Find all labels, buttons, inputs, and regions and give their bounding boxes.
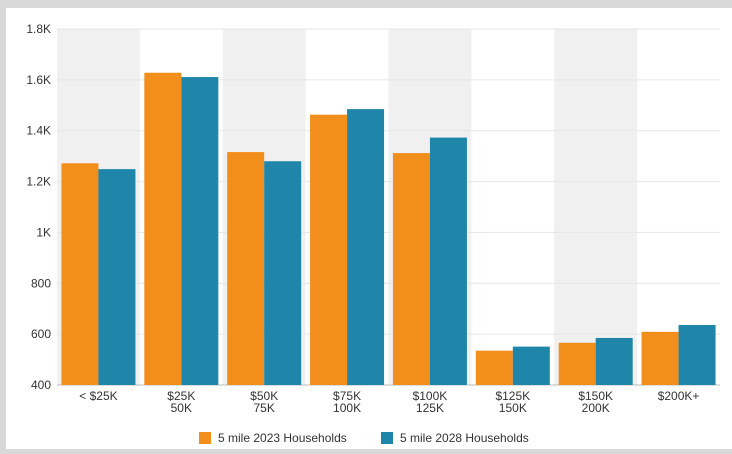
- bar-2028[interactable]: [595, 337, 633, 385]
- y-tick-label: 600: [31, 327, 51, 341]
- bar-2028[interactable]: [429, 137, 467, 385]
- x-tick-label-line: $125K: [495, 389, 530, 403]
- bar-2023[interactable]: [227, 152, 265, 385]
- bar-2028[interactable]: [678, 324, 716, 385]
- bar-2023[interactable]: [641, 331, 679, 385]
- x-tick-label-line: < $25K: [79, 389, 117, 403]
- x-tick-label: $50K 75K: [250, 389, 278, 415]
- bar-2028[interactable]: [264, 161, 302, 385]
- bar-2028[interactable]: [347, 109, 385, 385]
- x-tick-label-line: 75K: [254, 401, 275, 415]
- y-tick-label: 1K: [36, 225, 51, 239]
- y-tick-label: 1.8K: [26, 22, 51, 36]
- bar-2028[interactable]: [512, 346, 550, 385]
- bar-2023[interactable]: [392, 153, 430, 385]
- y-tick-label: 1.2K: [26, 175, 51, 189]
- x-tick-label-line: $25K: [167, 389, 195, 403]
- x-tick-label-line: $100K: [413, 389, 448, 403]
- x-tick-label: $25K 50K: [167, 389, 195, 415]
- x-tick-label-line: 50K: [171, 401, 192, 415]
- category-band: [554, 29, 638, 385]
- legend-label: 5 mile 2023 Households: [218, 431, 347, 445]
- x-tick-label-line: 125K: [416, 401, 444, 415]
- y-axis: 400 600 800 1K 1.2K 1.4K 1.6K 1.8K: [26, 22, 51, 392]
- legend[interactable]: 5 mile 2023 Households 5 mile 2028 Househ…: [199, 431, 529, 445]
- x-tick-label: < $25K: [79, 389, 117, 403]
- bar-2028[interactable]: [181, 77, 219, 385]
- x-tick-label-line: 200K: [582, 401, 610, 415]
- y-tick-label: 800: [31, 276, 51, 290]
- bar-2023[interactable]: [310, 114, 348, 386]
- x-tick-label: $200K+: [658, 389, 700, 403]
- x-tick-label-line: $200K+: [658, 389, 700, 403]
- bar-2023[interactable]: [61, 163, 99, 385]
- y-tick-label: 400: [31, 378, 51, 392]
- legend-label: 5 mile 2028 Households: [400, 431, 529, 445]
- bar-2023[interactable]: [144, 72, 182, 385]
- y-tick-label: 1.6K: [26, 73, 51, 87]
- x-tick-label: $75K 100K: [333, 389, 361, 415]
- x-tick-label: $150K 200K: [578, 389, 613, 415]
- x-tick-label-line: 100K: [333, 401, 361, 415]
- bar-chart: 400 600 800 1K 1.2K 1.4K 1.6K 1.8K < $25K $25K 50…: [26, 22, 720, 445]
- chart-frame: 400 600 800 1K 1.2K 1.4K 1.6K 1.8K < $25K $25K 50…: [6, 8, 732, 449]
- x-tick-label-line: $75K: [333, 389, 361, 403]
- x-tick-label-line: 150K: [499, 401, 527, 415]
- x-tick-label-line: $50K: [250, 389, 278, 403]
- bars: [61, 72, 716, 386]
- bar-2028[interactable]: [98, 169, 136, 385]
- x-tick-label: $100K 125K: [413, 389, 448, 415]
- legend-item-2028[interactable]: 5 mile 2028 Households: [381, 431, 529, 445]
- legend-swatch: [381, 432, 393, 444]
- x-tick-label-line: $150K: [578, 389, 613, 403]
- legend-swatch: [199, 432, 211, 444]
- x-axis: < $25K $25K 50K $50K 75K $75K 100K $100K 125K $12…: [79, 389, 699, 415]
- x-tick-label: $125K 150K: [495, 389, 530, 415]
- legend-item-2023[interactable]: 5 mile 2023 Households: [199, 431, 347, 445]
- bar-2023[interactable]: [558, 342, 596, 385]
- y-tick-label: 1.4K: [26, 124, 51, 138]
- bar-2023[interactable]: [475, 350, 513, 385]
